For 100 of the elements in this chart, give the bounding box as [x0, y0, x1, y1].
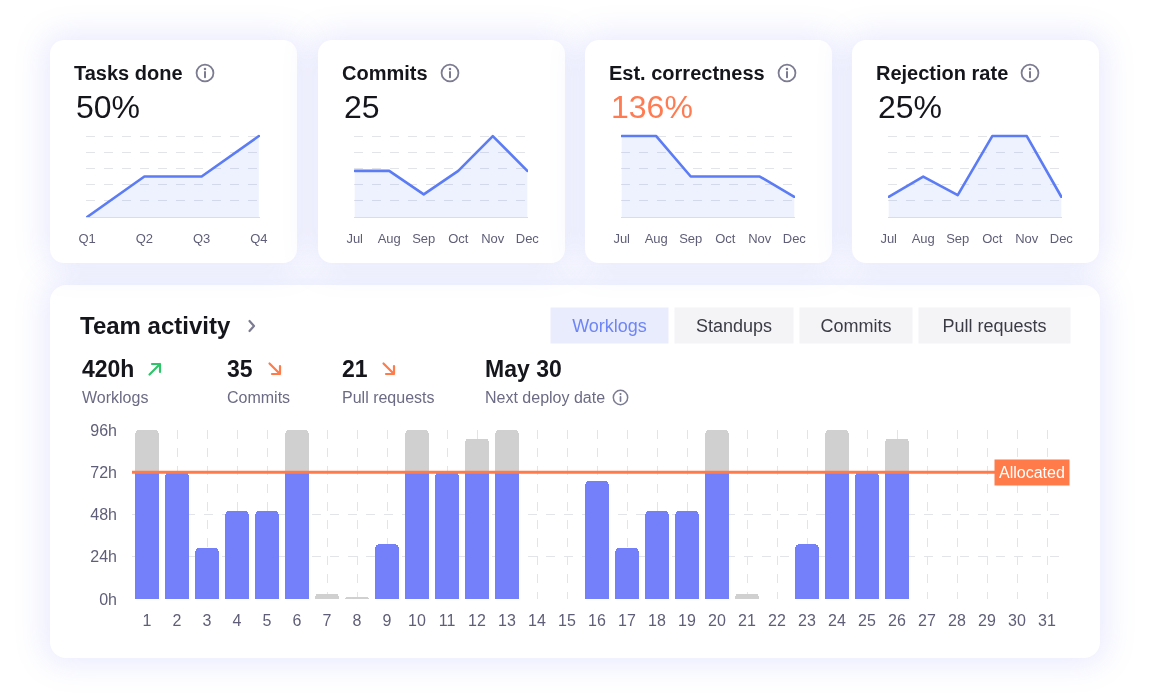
x-tick-label: Jul [346, 230, 364, 246]
x-tick-label: Q2 [135, 230, 154, 246]
bar [705, 472, 729, 599]
bar [825, 472, 849, 599]
bar [165, 472, 189, 599]
bar [825, 430, 849, 473]
x-tick-label: 19 [678, 612, 696, 629]
x-tick-label: 1 [142, 612, 152, 629]
x-tick-label: 21 [738, 612, 756, 629]
x-tick-label: Nov [1015, 230, 1039, 246]
x-tick-label: Sep [412, 230, 436, 246]
x-tick-label: Nov [481, 230, 505, 246]
bar [795, 544, 819, 599]
chart-subtitle: 25% [878, 89, 943, 125]
bar [285, 430, 309, 473]
text: 35 [227, 356, 253, 382]
bar [585, 481, 609, 599]
bar [615, 547, 639, 599]
x-tick-label: Aug [911, 230, 935, 246]
x-tick-label: 20 [708, 612, 726, 629]
x-tick-label: Q3 [192, 230, 211, 246]
bar [735, 593, 759, 599]
x-tick-label: 27 [918, 612, 936, 629]
chart-title: Est. correctness [609, 62, 765, 84]
x-tick-label: 24 [828, 612, 846, 629]
x-tick-label: 25 [858, 612, 876, 629]
x-tick-label: 13 [498, 612, 516, 629]
bar [495, 472, 519, 599]
y-tick-label: 72h [90, 463, 117, 481]
chart-title: Team activity [80, 312, 231, 340]
x-tick-label: Oct [715, 230, 736, 246]
x-tick-label: 16 [588, 612, 606, 629]
bar [405, 472, 429, 599]
ref-line-label: Allocated [999, 464, 1065, 481]
bar [135, 430, 159, 473]
x-tick-label: 17 [618, 612, 636, 629]
y-tick-label: 48h [90, 506, 117, 524]
chart-title: Commits [342, 62, 428, 84]
chart-subtitle: 50% [76, 89, 141, 125]
bar [465, 438, 489, 473]
bar [885, 438, 909, 473]
x-tick-label: Dec [515, 230, 540, 246]
y-tick-label: 96h [90, 421, 117, 439]
bar [405, 430, 429, 473]
x-tick-label: 9 [382, 612, 392, 629]
text: Commits [227, 389, 291, 406]
bar [705, 430, 729, 473]
bar [855, 472, 879, 599]
x-tick-label: 30 [1008, 612, 1026, 629]
x-tick-label: Sep [679, 230, 703, 246]
bar [135, 472, 159, 599]
x-tick-label: 22 [768, 612, 786, 629]
x-tick-label: 31 [1038, 612, 1056, 629]
text: 21 [342, 356, 368, 382]
x-tick-label: 10 [408, 612, 426, 629]
x-tick-label: 26 [888, 612, 906, 629]
x-tick-label: Sep [946, 230, 970, 246]
text: Next deploy date [485, 389, 606, 406]
bar [285, 472, 309, 599]
text: Pull requests [942, 315, 1047, 336]
bar [195, 547, 219, 599]
chart-subtitle: 136% [611, 89, 693, 125]
x-tick-label: 7 [322, 612, 332, 629]
bar [375, 544, 399, 599]
bar [495, 430, 519, 473]
x-tick-label: Jul [880, 230, 898, 246]
x-tick-label: Jul [613, 230, 631, 246]
x-tick-label: 11 [438, 612, 456, 629]
y-tick-label: 0h [99, 590, 117, 608]
x-tick-label: Oct [448, 230, 469, 246]
x-tick-label: 18 [648, 612, 666, 629]
x-tick-label: Nov [748, 230, 772, 246]
x-tick-label: 15 [558, 612, 576, 629]
x-tick-label: 4 [232, 612, 242, 629]
bar [255, 510, 279, 599]
x-tick-label: Dec [782, 230, 807, 246]
x-tick-label: Dec [1049, 230, 1074, 246]
x-tick-label: 8 [352, 612, 362, 629]
chart-title: Rejection rate [876, 62, 1009, 84]
chart-subtitle: 25 [344, 89, 380, 125]
text: Standups [695, 315, 773, 336]
x-tick-label: 5 [262, 612, 272, 629]
x-tick-label: Aug [377, 230, 401, 246]
bar [225, 510, 249, 599]
x-tick-label: 3 [202, 612, 212, 629]
x-tick-label: Q4 [250, 230, 268, 246]
text: Worklogs [572, 315, 647, 336]
bar [675, 510, 699, 599]
x-tick-label: 12 [468, 612, 486, 629]
bar [435, 472, 459, 599]
text: Worklogs [82, 389, 149, 406]
x-tick-label: 6 [292, 612, 302, 629]
x-tick-label: 29 [978, 612, 996, 629]
text: May 30 [485, 356, 562, 382]
text: Pull requests [342, 389, 435, 406]
x-tick-label: 2 [172, 612, 182, 629]
x-tick-label: Oct [982, 230, 1003, 246]
chart-title: Tasks done [74, 62, 183, 84]
bar [315, 593, 339, 599]
x-tick-label: 23 [798, 612, 816, 629]
